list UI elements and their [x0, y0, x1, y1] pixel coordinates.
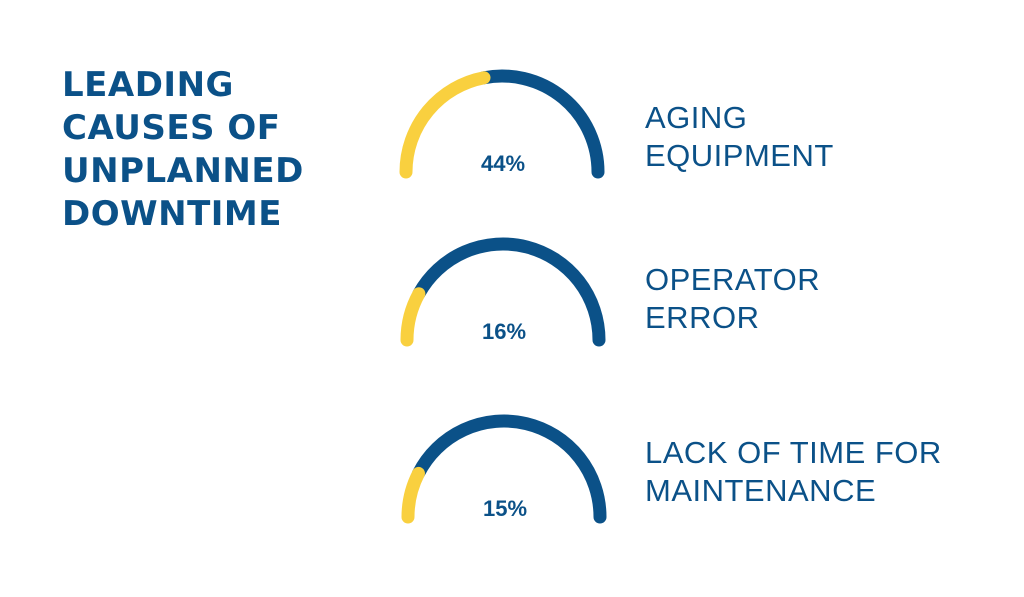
- gauge-label-aging-equipment: AGING EQUIPMENT: [645, 99, 834, 175]
- gauge-label-line: OPERATOR: [645, 262, 821, 297]
- gauge-value-label: 16%: [482, 319, 526, 344]
- title-line-2: CAUSES OF: [62, 108, 281, 148]
- chart-title: LEADING CAUSES OF UNPLANNED DOWNTIME: [62, 64, 362, 236]
- gauge-3: 15%: [401, 414, 607, 524]
- gauge-label-lack-of-time: LACK OF TIME FOR MAINTENANCE: [645, 434, 942, 510]
- title-line-3: UNPLANNED: [62, 151, 304, 191]
- gauge-label-line: MAINTENANCE: [645, 473, 877, 508]
- gauge-label-line: EQUIPMENT: [645, 138, 834, 173]
- gauge-2: 16%: [400, 237, 606, 347]
- gauge-value-arc: [399, 71, 491, 179]
- title-line-1: LEADING: [62, 65, 234, 105]
- gauge-value-arc: [400, 287, 426, 347]
- gauge-label-line: LACK OF TIME FOR: [645, 435, 942, 470]
- gauge-label-line: ERROR: [645, 300, 760, 335]
- gauge-track-arc: [412, 237, 606, 347]
- title-line-4: DOWNTIME: [62, 194, 282, 234]
- gauge-value-label: 44%: [481, 151, 525, 176]
- gauge-track-arc: [477, 69, 605, 179]
- gauge-track-arc: [411, 414, 607, 524]
- gauge-value-label: 15%: [483, 496, 527, 521]
- gauge-label-operator-error: OPERATOR ERROR: [645, 261, 820, 337]
- gauge-1: 44%: [399, 69, 605, 179]
- gauge-value-arc: [401, 466, 425, 524]
- gauge-label-line: AGING: [645, 100, 748, 135]
